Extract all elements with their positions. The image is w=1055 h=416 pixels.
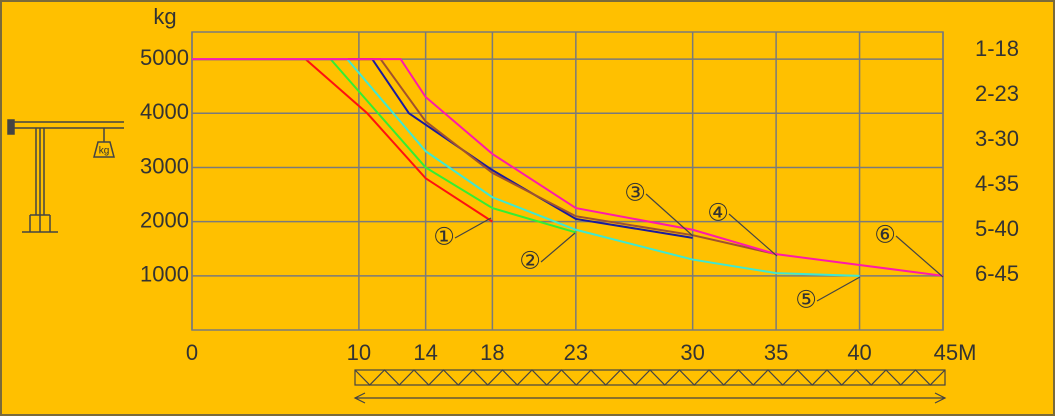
crane-icon: kg [7,119,124,233]
y-tick-label: 5000 [140,45,189,70]
series-line [192,58,860,277]
annotation: ④ [707,199,729,226]
x-tick-label: 10 [347,340,371,365]
x-tick-label: 18 [480,340,504,365]
legend-label: 3-30 [975,126,1019,151]
annotation-leader [816,276,861,302]
y-tick-label: 2000 [140,207,189,232]
legend-label: 5-40 [975,216,1019,241]
y-tick-label: 4000 [140,99,189,124]
x-tick-label: 40 [847,340,871,365]
legend-label: 2-23 [975,81,1019,106]
legend-label: 6-45 [975,261,1019,286]
annotation: ② [519,247,541,274]
annotation-leader [645,193,694,237]
x-tick-label: 23 [564,340,588,365]
annotation: ⑤ [795,286,817,313]
x-tick-label: 35 [764,340,788,365]
annotation-leader [540,232,576,263]
legend-label: 4-35 [975,171,1019,196]
x-tick-label: 14 [413,340,437,365]
icon-text: kg [99,146,110,157]
annotation-leader [728,213,778,257]
x-tick-label: 30 [680,340,704,365]
y-tick-label: 1000 [140,262,189,287]
ruler [353,369,947,404]
annotation: ⑥ [874,221,896,248]
y-axis-label: kg [153,4,176,29]
x-tick-label: 45M [934,340,977,365]
y-tick-label: 3000 [140,153,189,178]
annotation-leader [454,217,492,239]
series-line [192,58,944,277]
annotation: ① [433,223,455,250]
annotation-leader [895,235,944,278]
x-tick-label: 0 [186,340,198,365]
legend-label: 1-18 [975,36,1019,61]
annotation: ③ [624,179,646,206]
